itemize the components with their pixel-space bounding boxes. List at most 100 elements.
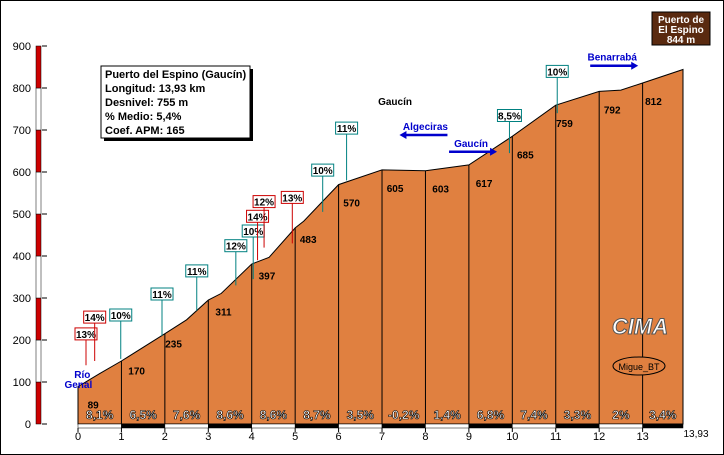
x-scale-segment (598, 423, 643, 429)
y-tick-label: 800 (13, 83, 31, 95)
ramp-label-text: 12% (226, 242, 246, 253)
place-label: Gaucín (454, 139, 488, 150)
altitude-label: 617 (476, 179, 493, 190)
summit-line-3: 844 m (667, 35, 695, 46)
point-labels: 89 170 235 311 397 483 570 605 603 617 685 759 792 81… (88, 97, 663, 412)
x-tick-label: 1 (118, 431, 124, 443)
x-scale-segment (164, 423, 209, 429)
y-tick-label: 0 (25, 419, 31, 431)
ramp-label-text: 14% (85, 313, 105, 324)
scale-segment (35, 87, 42, 131)
altitude-label: 605 (387, 184, 404, 195)
scale-segment (35, 255, 42, 299)
x-scale-segment (381, 423, 426, 429)
y-tick-label: 700 (13, 125, 31, 137)
segment-grades: 8,1% 6,5% 7,6% 8,6% 8,6% 8,7% 3,5% -0,2% 1,4% 6,8… (86, 408, 677, 423)
ramp-label-text: 10% (313, 166, 333, 177)
segment-grade-label: 3,5% (347, 408, 375, 422)
ramp-label-text: 10% (111, 311, 131, 322)
segment-grade-label: 8,7% (303, 408, 331, 422)
x-tick-label: 8 (422, 431, 428, 443)
place-label-line-2: Genal (64, 380, 92, 391)
segment-grade-label: 1,4% (433, 408, 461, 422)
x-scale-segment (251, 423, 296, 429)
x-scale-segment (642, 423, 684, 429)
ramp-label-text: 10% (547, 67, 567, 78)
y-axis: 0 100 200 300 400 500 600 700 800 900 (13, 41, 47, 431)
place-label: Algeciras (403, 122, 448, 133)
altitude-label: 89 (88, 401, 100, 412)
altitude-label: 603 (432, 185, 449, 196)
altitude-label: 812 (645, 97, 662, 108)
ramp-label-text: 13% (282, 193, 302, 204)
x-scale-segment (208, 423, 252, 429)
x-scale-segment (77, 423, 122, 429)
profile-area (77, 68, 684, 425)
scale-segment (35, 339, 42, 383)
x-tick-label: 9 (466, 431, 472, 443)
segment-grade-label: 7,6% (173, 408, 201, 422)
place-label: Gaucín (378, 97, 412, 108)
ramp-label-text: 11% (187, 267, 207, 278)
segment-grade-label: 6,8% (477, 408, 505, 422)
y-tick-label: 500 (13, 209, 31, 221)
segment-grade-label: 2% (612, 408, 630, 422)
segment-grade-label: 8,6% (260, 408, 288, 422)
x-scale-segment (468, 423, 513, 429)
altitude-label: 235 (165, 339, 182, 350)
direction-arrow-head (399, 131, 407, 139)
summit-box: Puerto de El Espino 844 m (651, 11, 711, 46)
y-tick-label: 900 (13, 41, 31, 53)
x-scale-segment (338, 423, 383, 429)
x-tick-label: 4 (249, 431, 255, 443)
segment-grade-label: 6,5% (129, 408, 157, 422)
summit-line-1: Puerto de (658, 15, 705, 26)
info-line-5: Coef. APM: 165 (105, 125, 185, 137)
segment-grade-label: 3,4% (649, 408, 677, 422)
ramp-label-text: 14% (248, 212, 268, 223)
left-scale-bar (35, 45, 42, 425)
ramp-label-text: 12% (254, 198, 274, 209)
y-tick-label: 400 (13, 251, 31, 263)
scale-segment (35, 381, 42, 425)
scale-segment (35, 171, 42, 215)
x-tick-label: 13 (636, 431, 648, 443)
y-tick-label: 200 (13, 335, 31, 347)
altitude-label: 397 (259, 271, 276, 282)
y-tick-label: 100 (13, 377, 31, 389)
x-tick-label: 11 (550, 431, 561, 443)
scale-segment (35, 129, 42, 173)
x-scale-segment (121, 423, 166, 429)
x-tick-label: 6 (336, 431, 342, 443)
y-tick-label: 600 (13, 167, 31, 179)
info-line-2: Longitud: 13,93 km (105, 83, 205, 95)
scale-segment (35, 213, 42, 257)
x-tick-label: 10 (506, 431, 518, 443)
ramp-label-text: 8,5% (498, 112, 521, 123)
info-line-1: Puerto del Espino (Gaucín) (105, 69, 247, 81)
x-scale-segment (294, 423, 339, 429)
info-line-4: % Medio: 5,4% (105, 111, 182, 123)
ramp-label-text: 13% (76, 330, 96, 341)
segment-grade-label: 7,4% (520, 408, 548, 422)
altitude-label: 685 (517, 150, 534, 161)
ramp-label-text: 11% (337, 124, 357, 135)
scale-segment (35, 45, 42, 89)
info-line-3: Desnivel: 755 m (105, 97, 188, 109)
segment-grade-label: 3,3% (564, 408, 592, 422)
x-end-label: 13,93 (683, 429, 708, 440)
credit-text: Migue_BT (618, 362, 660, 372)
y-tick-label: 300 (13, 293, 31, 305)
altitude-label: 792 (604, 105, 621, 116)
segment-grade-label: -0,2% (388, 408, 420, 422)
info-box: Puerto del Espino (Gaucín) Longitud: 13,… (100, 65, 253, 141)
x-tick-label: 7 (379, 431, 385, 443)
x-tick-label: 5 (292, 431, 298, 443)
direction-arrow-head (631, 61, 639, 70)
x-tick-label: 3 (205, 431, 211, 443)
segment-grade-label: 8,6% (216, 408, 244, 422)
ramp-labels: 13% 14% 10% 11% 11% 12% 10% 14% 12% 13% 10% 11% 8,5%… (74, 64, 569, 366)
x-tick-label: 12 (593, 431, 605, 443)
